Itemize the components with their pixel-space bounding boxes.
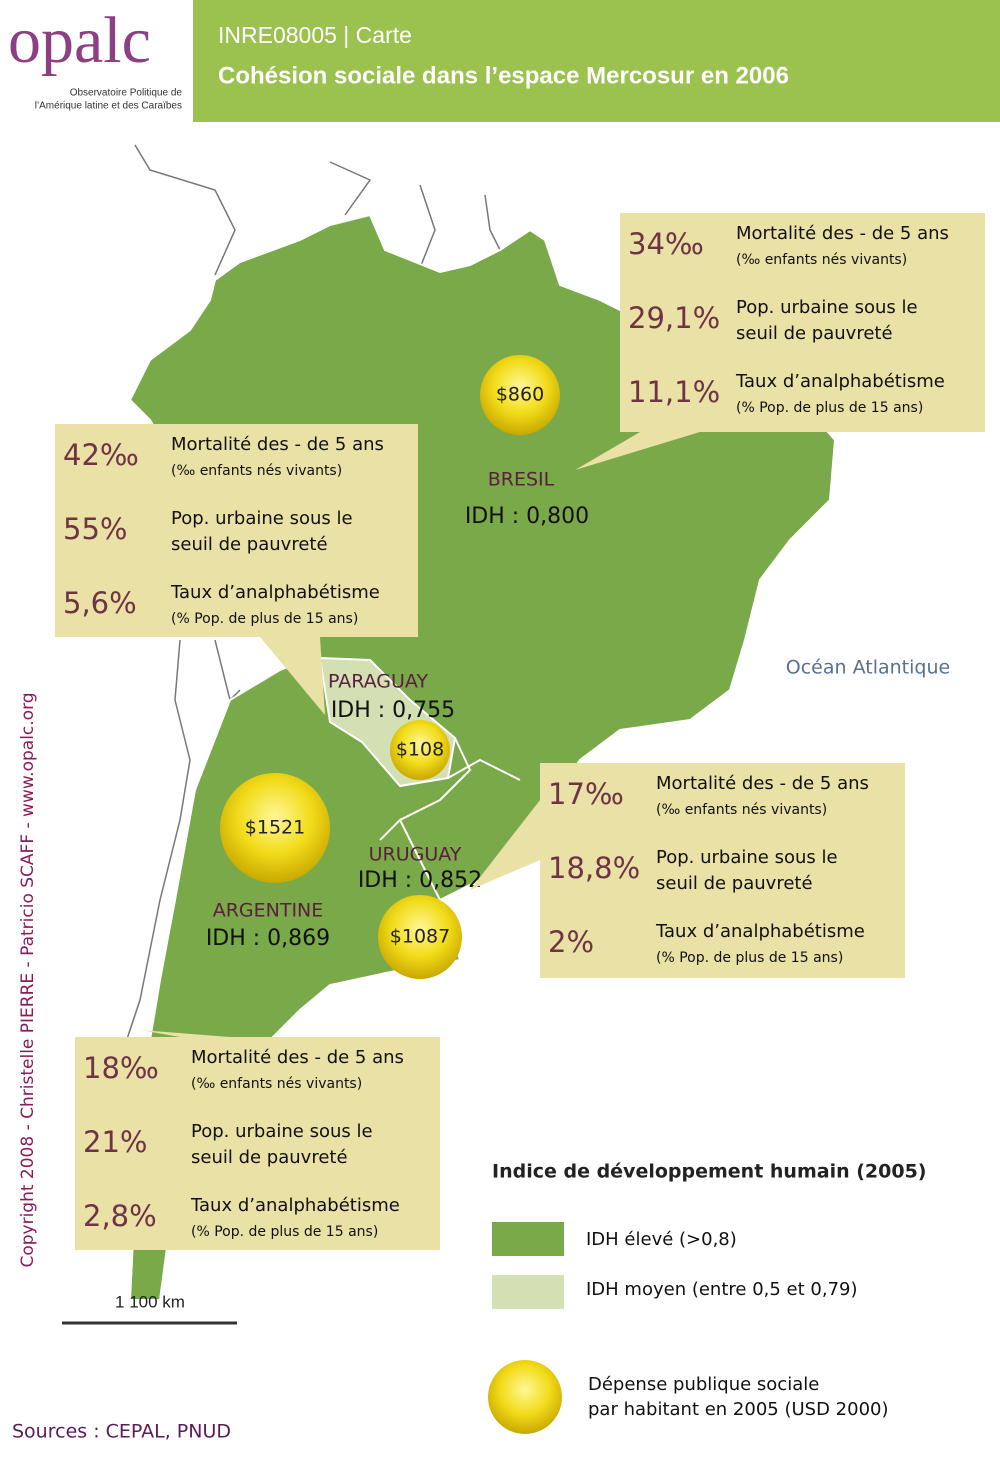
header-band bbox=[193, 0, 1000, 122]
callout-box bbox=[75, 1037, 440, 1250]
country-name: PARAGUAY bbox=[328, 671, 428, 693]
stat-label: Pop. urbaine sous le bbox=[656, 847, 838, 868]
inner-borders bbox=[379, 737, 521, 901]
stat-sublabel: (‰ enfants nés vivants) bbox=[656, 802, 827, 818]
stat-sublabel: seuil de pauvreté bbox=[191, 1147, 348, 1168]
stat-sublabel: (‰ enfants nés vivants) bbox=[191, 1076, 362, 1092]
stat-sublabel: (% Pop. de plus de 15 ans) bbox=[191, 1224, 378, 1240]
spending-bubble bbox=[480, 355, 560, 435]
stat-sublabel: (% Pop. de plus de 15 ans) bbox=[656, 950, 843, 966]
country-idh: IDH : 0,800 bbox=[465, 504, 589, 529]
spending-bubble bbox=[378, 895, 462, 979]
spending-label: $860 bbox=[496, 384, 544, 406]
callout-box bbox=[540, 763, 905, 978]
legend-title: Indice de développement humain (2005) bbox=[492, 1161, 926, 1183]
legend-medium: IDH moyen (entre 0,5 et 0,79) bbox=[586, 1279, 858, 1300]
stat-value: 5,6% bbox=[63, 586, 137, 620]
stat-label: Taux d’analphabétisme bbox=[190, 1195, 400, 1216]
stat-label: Pop. urbaine sous le bbox=[171, 508, 353, 529]
spending-label: $1087 bbox=[390, 926, 450, 948]
stat-value: 21% bbox=[83, 1125, 147, 1159]
stat-value: 2% bbox=[548, 925, 594, 959]
stat-value: 34‰ bbox=[628, 227, 704, 261]
stat-value: 55% bbox=[63, 512, 127, 546]
neighbour-borders bbox=[119, 144, 501, 1061]
stat-sublabel: (% Pop. de plus de 15 ans) bbox=[171, 611, 358, 627]
scale-label: 1 100 km bbox=[115, 1292, 185, 1311]
stat-value: 42‰ bbox=[63, 438, 139, 472]
country-idh: IDH : 0,869 bbox=[206, 926, 330, 951]
legend-bubble-text: Dépense publique sociale bbox=[588, 1374, 819, 1395]
stat-value: 29,1% bbox=[628, 301, 720, 335]
spending-bubble bbox=[390, 720, 450, 780]
logo-subtitle: Observatoire Politique de bbox=[70, 88, 183, 99]
legend-bubble-text: par habitant en 2005 (USD 2000) bbox=[588, 1399, 889, 1420]
stat-sublabel: (‰ enfants nés vivants) bbox=[171, 463, 342, 479]
stat-sublabel: (‰ enfants nés vivants) bbox=[736, 252, 907, 268]
legend-high: IDH élevé (>0,8) bbox=[586, 1229, 737, 1250]
stat-sublabel: seuil de pauvreté bbox=[656, 873, 813, 894]
callout-pointer bbox=[140, 1030, 230, 1037]
callout-box bbox=[620, 213, 985, 432]
spending-label: $1521 bbox=[245, 817, 305, 839]
legend-swatch-high bbox=[492, 1222, 564, 1256]
stat-value: 11,1% bbox=[628, 375, 720, 409]
stat-label: Taux d’analphabétisme bbox=[655, 921, 865, 942]
stat-label: Taux d’analphabétisme bbox=[735, 371, 945, 392]
stat-value: 17‰ bbox=[548, 777, 624, 811]
map-title: Cohésion sociale dans l’espace Mercosur … bbox=[218, 62, 789, 89]
callout-pointer bbox=[260, 637, 325, 715]
stat-sublabel: seuil de pauvreté bbox=[171, 534, 328, 555]
country-idh: IDH : 0,755 bbox=[331, 698, 455, 723]
logo-subtitle: l’Amérique latine et des Caraïbes bbox=[35, 101, 182, 112]
copyright: Copyright 2008 - Christelle PIERRE - Pat… bbox=[18, 692, 38, 1267]
stat-label: Mortalité des - de 5 ans bbox=[736, 223, 949, 244]
country-name: URUGUAY bbox=[369, 844, 462, 866]
stat-sublabel: seuil de pauvreté bbox=[736, 323, 893, 344]
stat-value: 2,8% bbox=[83, 1199, 157, 1233]
stat-label: Mortalité des - de 5 ans bbox=[171, 434, 384, 455]
country-idh: IDH : 0,852 bbox=[358, 868, 482, 893]
content: opalc Observatoire Politique de l’Amérique… bbox=[8, 4, 985, 1443]
legend-bubble bbox=[488, 1360, 562, 1434]
stat-label: Pop. urbaine sous le bbox=[736, 297, 918, 318]
stat-sublabel: (% Pop. de plus de 15 ans) bbox=[736, 400, 923, 416]
stat-label: Taux d’analphabétisme bbox=[170, 582, 380, 603]
legend-swatch-medium bbox=[492, 1275, 564, 1309]
callout-box bbox=[55, 424, 418, 637]
stat-value: 18‰ bbox=[83, 1051, 159, 1085]
spending-label: $108 bbox=[396, 739, 444, 761]
stat-label: Mortalité des - de 5 ans bbox=[191, 1047, 404, 1068]
country-name: ARGENTINE bbox=[213, 900, 324, 922]
country-name: BRESIL bbox=[488, 469, 555, 491]
stat-value: 18,8% bbox=[548, 851, 640, 885]
stat-label: Pop. urbaine sous le bbox=[191, 1121, 373, 1142]
logo: opalc bbox=[8, 4, 151, 77]
callout-pointer bbox=[470, 800, 540, 890]
map-code: INRE08005 | Carte bbox=[218, 22, 412, 48]
callout-pointer bbox=[575, 432, 700, 470]
sources: Sources : CEPAL, PNUD bbox=[12, 1421, 231, 1443]
spending-bubble bbox=[220, 773, 330, 883]
stat-label: Mortalité des - de 5 ans bbox=[656, 773, 869, 794]
ocean-label: Océan Atlantique bbox=[786, 657, 950, 679]
